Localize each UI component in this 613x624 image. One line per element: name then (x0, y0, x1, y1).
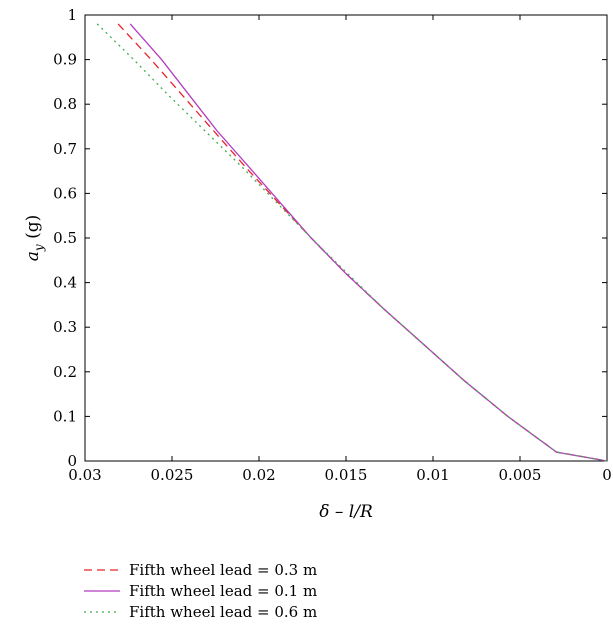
x-tick-label: 0.015 (325, 466, 368, 484)
y-tick-label: 0.2 (53, 363, 77, 381)
x-tick-label: 0.01 (416, 466, 449, 484)
y-tick-label: 0.6 (53, 184, 77, 202)
x-axis-label: δ – l/R (319, 502, 373, 522)
x-tick-label: 0 (602, 466, 612, 484)
series-layer (96, 23, 608, 462)
legend-label: Fifth wheel lead = 0.3 m (129, 561, 317, 579)
y-axis-label: ay (g) (23, 215, 46, 261)
x-tick-label: 0.03 (68, 466, 101, 484)
series-line (96, 23, 608, 462)
y-axis-label-sub: y (32, 244, 46, 252)
x-tick-label: 0.02 (242, 466, 275, 484)
y-tick-label: 0.9 (53, 51, 77, 69)
x-tick-label: 0.005 (499, 466, 542, 484)
legend: Fifth wheel lead = 0.3 m Fifth wheel lead… (84, 561, 317, 621)
y-tick-label: 0 (67, 452, 77, 470)
y-tick-label: 0.7 (53, 140, 77, 158)
series-line (117, 23, 608, 462)
y-axis-label-unit: (g) (23, 215, 43, 245)
plot-frame (84, 14, 608, 462)
ticks: 0.03 0.025 0.02 0.015 0.01 0.005 0 0 0.1 0.2 0.3 0.… (53, 6, 612, 484)
y-tick-label: 0.5 (53, 229, 77, 247)
x-tick-label: 0.025 (151, 466, 194, 484)
legend-label: Fifth wheel lead = 0.6 m (129, 603, 317, 621)
y-tick-label: 0.8 (53, 95, 77, 113)
legend-label: Fifth wheel lead = 0.1 m (129, 582, 317, 600)
series-line (129, 23, 608, 462)
y-tick-label: 0.4 (53, 274, 77, 292)
y-tick-label: 1 (67, 6, 77, 24)
y-tick-label: 0.1 (53, 407, 77, 425)
y-tick-label: 0.3 (53, 318, 77, 336)
y-axis-label-main: a (23, 251, 43, 261)
